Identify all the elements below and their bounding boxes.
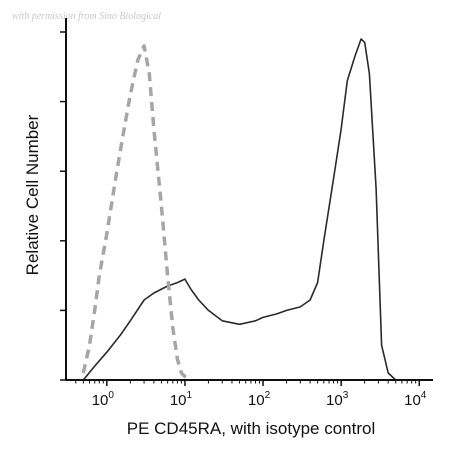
x-tick-label: 101 — [170, 390, 193, 409]
x-tick-label: 102 — [248, 390, 271, 409]
isotype-control-curve — [81, 44, 192, 382]
x-axis-title: PE CD45RA, with isotype control — [127, 419, 376, 438]
x-tick-label: 103 — [326, 390, 349, 409]
watermark-text: with permission from Sino Biological — [12, 11, 161, 22]
cd45ra-curve — [82, 38, 397, 381]
y-axis-title: Relative Cell Number — [23, 114, 42, 275]
x-tick-label: 104 — [404, 390, 427, 409]
x-tick-label: 100 — [92, 390, 115, 409]
